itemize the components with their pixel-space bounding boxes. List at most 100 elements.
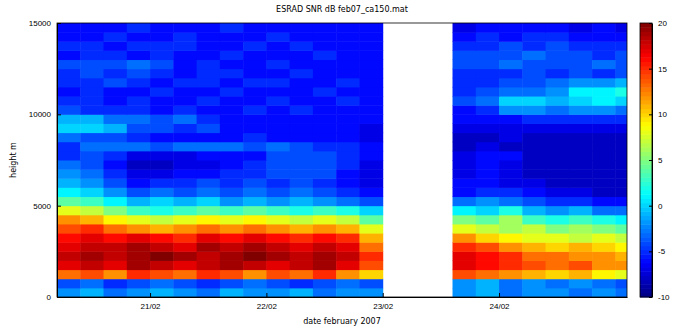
heatmap-cell (592, 270, 616, 280)
heatmap-cell (290, 288, 314, 297)
colorbar-swatch (640, 44, 652, 49)
heatmap-cell (313, 288, 337, 297)
colorbar-swatch (640, 164, 652, 169)
heatmap-cell (453, 133, 477, 143)
heatmap-cell (127, 160, 151, 170)
heatmap-cell (243, 242, 267, 252)
colorbar-swatch (640, 74, 652, 79)
heatmap-cell (243, 41, 267, 51)
heatmap-cell (266, 260, 290, 270)
tick-label: 10 (658, 110, 667, 119)
heatmap-cell (336, 23, 360, 33)
colorbar-swatch (640, 57, 652, 62)
tick-mark (499, 293, 500, 297)
heatmap-cell (522, 151, 546, 161)
heatmap-cell (197, 169, 221, 179)
heatmap-cell (266, 233, 290, 243)
heatmap-cell (266, 187, 290, 197)
colorbar-swatch (640, 194, 652, 199)
heatmap-cell (522, 270, 546, 280)
heatmap-cell (290, 78, 314, 88)
colorbar-frame (640, 23, 652, 297)
colorbar-swatch (640, 186, 652, 191)
heatmap-cell (313, 50, 337, 60)
heatmap-cell (313, 178, 337, 188)
heatmap-cell (266, 32, 290, 42)
heatmap-cell (313, 32, 337, 42)
heatmap-cell (569, 41, 593, 51)
heatmap-cell (546, 32, 570, 42)
heatmap-cell (336, 142, 360, 152)
heatmap-cell (220, 279, 244, 289)
heatmap-cell (569, 279, 593, 289)
heatmap-cell (220, 133, 244, 143)
heatmap-cell (522, 96, 546, 106)
heatmap-cell (104, 50, 128, 60)
heatmap-cell (569, 50, 593, 60)
y-axis-title: height m (9, 142, 18, 178)
heatmap-cell (476, 160, 500, 170)
heatmap-cell (453, 96, 477, 106)
heatmap-cell (127, 133, 151, 143)
heatmap-cell (173, 187, 197, 197)
heatmap-cell (104, 41, 128, 51)
heatmap-cell (592, 215, 616, 225)
heatmap-cell (313, 160, 337, 170)
heatmap-cell (150, 224, 174, 234)
heatmap-cell (359, 96, 383, 106)
heatmap-cell (453, 270, 477, 280)
heatmap-cell (615, 151, 627, 161)
heatmap-cell (150, 279, 174, 289)
heatmap-cell (592, 114, 616, 124)
heatmap-cell (104, 242, 128, 252)
heatmap-cell (522, 197, 546, 207)
heatmap-cell (173, 69, 197, 79)
heatmap-cell (336, 279, 360, 289)
tick-mark (649, 69, 652, 70)
heatmap-cell (499, 279, 523, 289)
tick-label: 21/02 (141, 302, 162, 311)
heatmap-cell (359, 270, 383, 280)
heatmap-cell (359, 133, 383, 143)
heatmap-cell (57, 23, 81, 33)
heatmap-cell (266, 215, 290, 225)
tick-label: 24/02 (490, 302, 511, 311)
heatmap-cell (220, 251, 244, 261)
x-axis: 21/0222/0223/0224/02 (58, 293, 628, 311)
tick-mark (57, 114, 61, 115)
colorbar-tick: 0 (649, 202, 663, 211)
heatmap-cell (243, 279, 267, 289)
heatmap-cell (499, 78, 523, 88)
heatmap-cell (546, 288, 570, 297)
heatmap-cell (453, 60, 477, 70)
tick-mark (649, 297, 652, 298)
heatmap-cell (220, 260, 244, 270)
heatmap-cells (57, 23, 627, 297)
heatmap-cell (173, 197, 197, 207)
heatmap-cell (546, 151, 570, 161)
heatmap-cell (243, 206, 267, 216)
heatmap-cell (243, 233, 267, 243)
heatmap-cell (476, 178, 500, 188)
heatmap-cell (127, 260, 151, 270)
heatmap-cell (615, 206, 627, 216)
heatmap-cell (220, 270, 244, 280)
heatmap-cell (615, 187, 627, 197)
colorbar-swatch (640, 169, 652, 174)
heatmap-cell (197, 151, 221, 161)
heatmap-cell (57, 242, 81, 252)
heatmap-cell (359, 123, 383, 133)
colorbar-swatch (640, 92, 652, 97)
heatmap-cell (80, 105, 104, 115)
heatmap-cell (104, 233, 128, 243)
colorbar-swatch (640, 181, 652, 186)
heatmap-cell (220, 160, 244, 170)
heatmap-cell (476, 169, 500, 179)
heatmap-cell (476, 78, 500, 88)
heatmap-cell (569, 260, 593, 270)
heatmap-cell (476, 23, 500, 33)
heatmap-cell (173, 270, 197, 280)
heatmap-cell (104, 288, 128, 297)
heatmap-cell (220, 87, 244, 97)
heatmap-cell (220, 288, 244, 297)
